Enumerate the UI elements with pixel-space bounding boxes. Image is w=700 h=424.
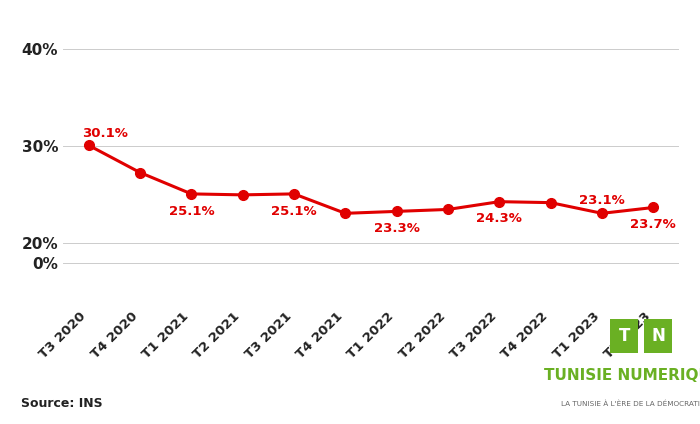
Text: T: T (619, 327, 630, 345)
Text: N: N (651, 327, 665, 345)
Text: 25.1%: 25.1% (271, 205, 317, 218)
Text: 30.1%: 30.1% (83, 127, 128, 140)
Text: 23.7%: 23.7% (631, 218, 676, 232)
Text: LA TUNISIE À L'ÈRE DE LA DÉMOCRATIE: LA TUNISIE À L'ÈRE DE LA DÉMOCRATIE (561, 400, 700, 407)
Text: 24.3%: 24.3% (477, 212, 522, 226)
Text: Source: INS: Source: INS (21, 397, 103, 410)
Text: 23.3%: 23.3% (374, 222, 419, 235)
Text: 23.1%: 23.1% (579, 194, 625, 206)
Text: 25.1%: 25.1% (169, 205, 214, 218)
Text: TUNISIE NUMERIQUE: TUNISIE NUMERIQUE (544, 368, 700, 383)
Bar (644, 319, 672, 353)
Bar (610, 319, 638, 353)
